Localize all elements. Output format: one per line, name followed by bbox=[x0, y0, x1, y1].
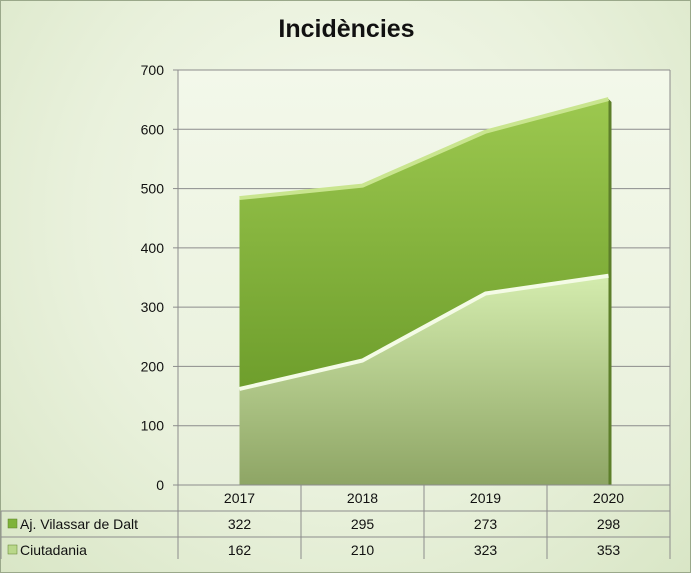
data-value-label: 298 bbox=[597, 516, 621, 532]
y-tick-label: 600 bbox=[141, 121, 165, 137]
data-value-label: 210 bbox=[351, 542, 375, 558]
data-value-label: 162 bbox=[228, 542, 252, 558]
x-category-label: 2019 bbox=[470, 490, 501, 506]
data-value-label: 353 bbox=[597, 542, 621, 558]
data-value-label: 273 bbox=[474, 516, 498, 532]
area-depth-shade bbox=[608, 99, 612, 486]
data-value-label: 323 bbox=[474, 542, 498, 558]
data-value-label: 295 bbox=[351, 516, 375, 532]
data-value-label: 322 bbox=[228, 516, 252, 532]
legend-key bbox=[7, 518, 18, 529]
y-tick-label: 0 bbox=[156, 477, 164, 493]
x-category-label: 2018 bbox=[347, 490, 378, 506]
y-tick-label: 300 bbox=[141, 299, 165, 315]
x-category-label: 2020 bbox=[593, 490, 624, 506]
legend-key bbox=[7, 544, 18, 555]
chart-title: Incidències bbox=[278, 15, 415, 43]
y-tick-label: 100 bbox=[141, 418, 165, 434]
area-base-edge bbox=[239, 273, 609, 391]
area-series-aj-vilassar-de-dalt bbox=[239, 99, 609, 389]
legend-series-name: Ciutadania bbox=[20, 542, 87, 558]
y-tick-label: 200 bbox=[141, 358, 165, 374]
area-series-ciutadania bbox=[239, 275, 609, 485]
y-tick-label: 400 bbox=[141, 240, 165, 256]
y-tick-label: 500 bbox=[141, 181, 165, 197]
y-tick-label: 700 bbox=[141, 62, 165, 78]
x-category-label: 2017 bbox=[224, 490, 255, 506]
area-top-edge bbox=[239, 97, 610, 201]
legend-series-name: Aj. Vilassar de Dalt bbox=[20, 516, 138, 532]
